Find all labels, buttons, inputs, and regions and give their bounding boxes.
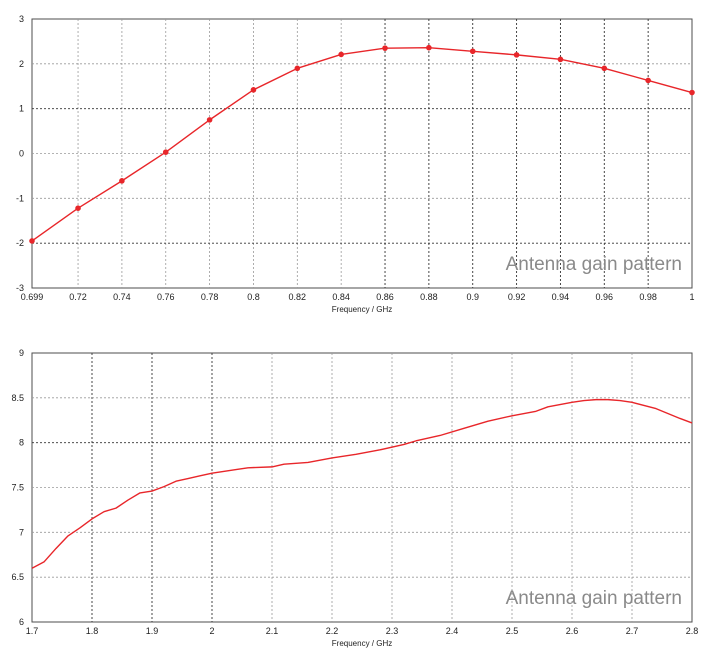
x-tick-label: 2.3: [386, 626, 399, 636]
y-tick-label: 8.5: [11, 393, 24, 403]
y-tick-label: -3: [16, 283, 24, 293]
data-point: [645, 77, 651, 84]
y-tick-label: -2: [16, 238, 24, 248]
x-tick-label: 0.78: [201, 292, 219, 302]
data-point: [29, 238, 35, 244]
data-point: [557, 56, 564, 63]
x-tick-label: 0.98: [639, 292, 657, 302]
x-tick-label: 1.7: [26, 626, 39, 636]
data-point: [382, 45, 388, 51]
x-tick-label: 1.9: [146, 626, 159, 636]
chart-svg-high-band: 1.7 1.8 1.9 2 2.1 2.2 2.3 2.4 2.5 2.6 2.7 2.8 6 6.5 7 7…: [11, 348, 699, 648]
x-tick-label: 2.8: [686, 626, 699, 636]
data-point: [513, 52, 520, 58]
x-tick-label: 2.2: [326, 626, 339, 636]
y-tick-label: 2: [19, 59, 24, 69]
y-tick-label: 3: [19, 14, 24, 24]
data-point: [162, 149, 169, 155]
gain-chart-low-band: 0.699 0.72 0.74 0.76 0.78 0.8 0.82 0.84 0.86 0.88…: [0, 0, 708, 320]
chart-annotation: Antenna gain pattern: [506, 588, 682, 609]
series-line: [31, 398, 693, 569]
y-tick-label: 8: [19, 438, 24, 448]
y-tick-label: 6: [19, 617, 24, 627]
data-point: [250, 87, 257, 93]
data-point: [426, 44, 432, 51]
data-point: [469, 48, 476, 55]
data-point: [75, 205, 81, 211]
y-tick-label: 9: [19, 348, 24, 358]
data-point: [294, 65, 301, 72]
x-tick-label: 0.9: [466, 292, 479, 302]
y-tick-label: 7: [19, 527, 24, 537]
x-tick-label: 0.72: [69, 292, 87, 302]
x-tick-label: 0.94: [552, 292, 570, 302]
gain-chart-high-band: 1.7 1.8 1.9 2 2.1 2.2 2.3 2.4 2.5 2.6 2.7 2.8 6 6.5 7 7…: [0, 340, 708, 659]
y-tick-label: 7.5: [11, 483, 24, 493]
data-point: [338, 51, 344, 58]
x-tick-label: 2.7: [626, 626, 639, 636]
chart-annotation: Antenna gain pattern: [506, 254, 682, 275]
x-axis-title: Frequency / GHz: [332, 639, 392, 648]
data-point: [689, 89, 695, 96]
x-tick-label: 0.86: [376, 292, 394, 302]
x-tick-label: 2.4: [446, 626, 459, 636]
x-tick-label: 0.84: [332, 292, 350, 302]
data-point: [119, 178, 125, 184]
x-tick-label: 2.6: [566, 626, 579, 636]
data-point: [601, 65, 608, 72]
x-tick-label: 0.96: [596, 292, 614, 302]
y-tick-label: 0: [19, 149, 24, 159]
x-axis-title: Frequency / GHz: [332, 305, 392, 314]
x-tick-label: 0.82: [289, 292, 307, 302]
y-tick-label: 6.5: [11, 572, 24, 582]
x-tick-label: 2.5: [506, 626, 519, 636]
x-tick-label: 0.74: [113, 292, 131, 302]
x-tick-label: 1: [689, 292, 694, 302]
data-point: [206, 117, 213, 123]
x-tick-label: 0.88: [420, 292, 438, 302]
y-tick-label: -1: [16, 193, 24, 203]
series-line: [31, 46, 693, 242]
x-tick-label: 0.699: [21, 292, 44, 302]
x-tick-label: 0.76: [157, 292, 175, 302]
x-tick-label: 2: [209, 626, 214, 636]
x-tick-label: 0.92: [508, 292, 526, 302]
chart-svg-low-band: 0.699 0.72 0.74 0.76 0.78 0.8 0.82 0.84 0.86 0.88…: [16, 14, 695, 314]
x-tick-label: 0.8: [247, 292, 260, 302]
x-tick-label: 2.1: [266, 626, 279, 636]
y-tick-label: 1: [19, 104, 24, 114]
x-tick-label: 1.8: [86, 626, 99, 636]
